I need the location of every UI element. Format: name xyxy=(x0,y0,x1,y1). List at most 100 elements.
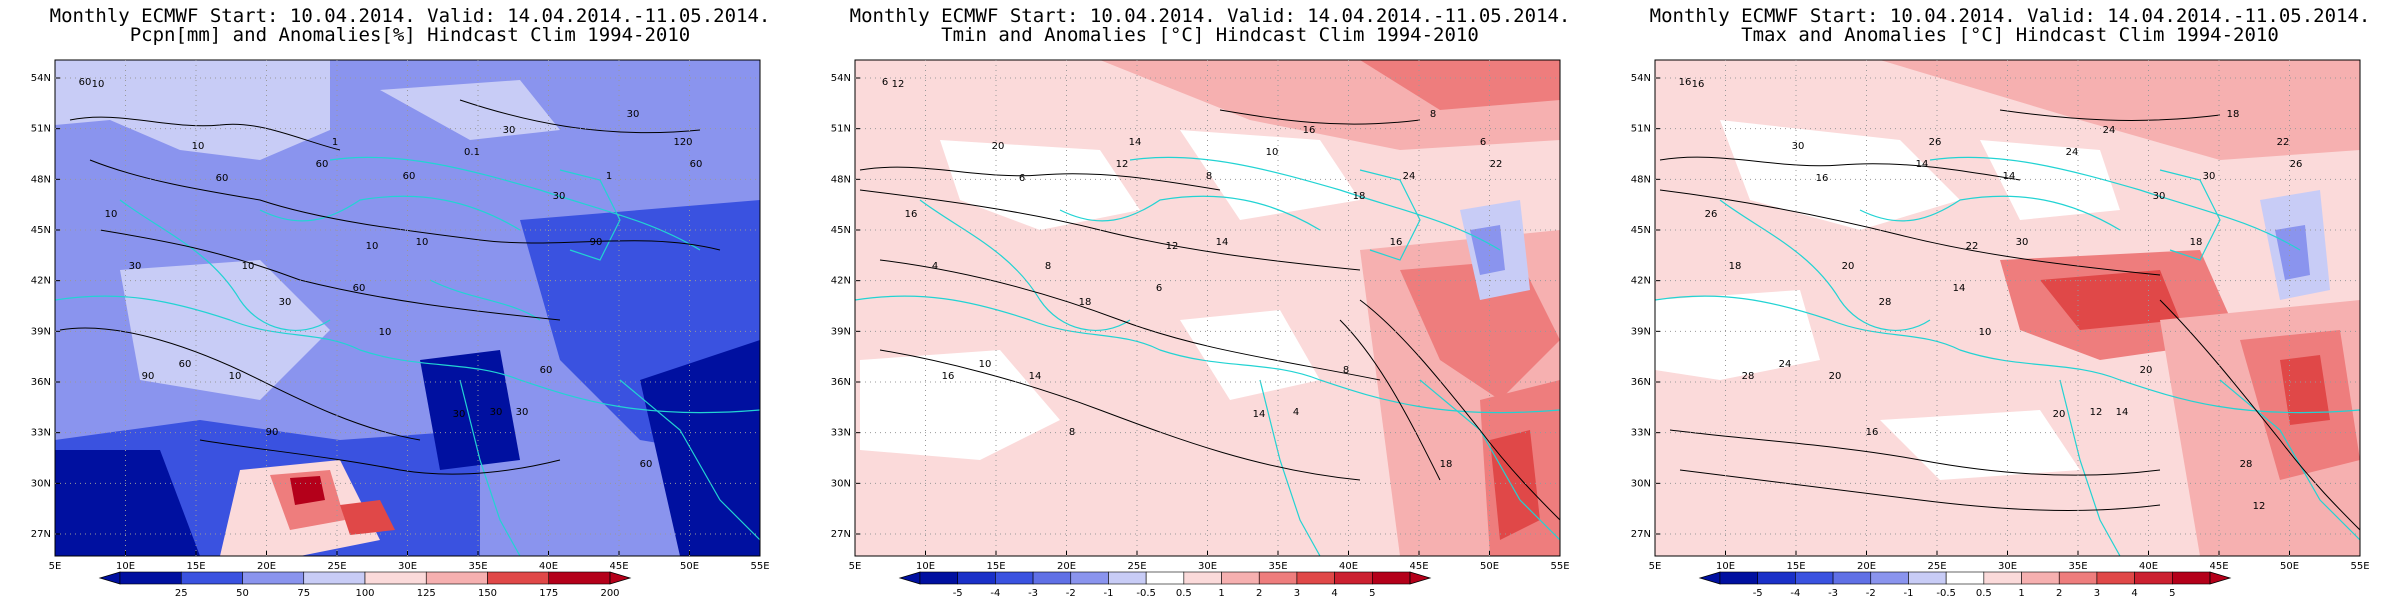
contour-label: 18 xyxy=(1729,261,1742,272)
colorbar-segment xyxy=(995,571,1034,585)
contour-label: 120 xyxy=(673,137,692,148)
contour-label: 10 xyxy=(242,261,255,272)
contour-label: 18 xyxy=(1440,459,1453,470)
colorbar-segment xyxy=(242,571,305,585)
colorbar-segment xyxy=(1757,571,1796,585)
colorbar-label: -0.5 xyxy=(1136,588,1156,599)
contour-label: 18 xyxy=(2190,237,2203,248)
colorbar: -5 -4 -3 -2 -1 -0.5 0.5 1 2 3 4 5 xyxy=(1698,571,2232,599)
lat-label: 27N xyxy=(31,529,51,540)
colorbar-label: 3 xyxy=(1294,588,1300,599)
colorbar-segment xyxy=(1983,571,2022,585)
contour-label: 10 xyxy=(92,79,105,90)
contour-label: 30 xyxy=(1792,141,1805,152)
lat-label: 30N xyxy=(31,478,51,489)
lat-label: 36N xyxy=(831,377,851,388)
contour-label: 16 xyxy=(942,371,955,382)
coastlines xyxy=(1655,156,2360,556)
contour-label: 12 xyxy=(1166,241,1179,252)
colorbar-label: 2 xyxy=(1256,588,1262,599)
colorbar-label: 150 xyxy=(478,588,497,599)
contour-label: 1 xyxy=(332,137,338,148)
colorbar-segment xyxy=(425,571,488,585)
contour-label: 12 xyxy=(892,79,905,90)
lat-label: 36N xyxy=(31,377,51,388)
lat-label: 42N xyxy=(31,276,51,287)
colorbar-label: 3 xyxy=(2094,588,2100,599)
lon-label: 25E xyxy=(1927,561,1946,572)
colorbar-label: 200 xyxy=(600,588,619,599)
colorbar-segment xyxy=(487,571,550,585)
contour-label: 26 xyxy=(1705,209,1718,220)
contour-label: 90 xyxy=(590,237,603,248)
colorbar-segment xyxy=(303,571,366,585)
contour-label: 30 xyxy=(279,297,292,308)
contour-label: 30 xyxy=(516,407,529,418)
contour-label: 6 xyxy=(882,77,888,88)
contour-label: 20 xyxy=(2053,409,2066,420)
lon-label: 40E xyxy=(1339,561,1358,572)
contour-label: 10 xyxy=(379,327,392,338)
colorbar-arrow-left xyxy=(1698,571,1721,585)
contour-label: 28 xyxy=(1879,297,1892,308)
contour-label: 14 xyxy=(1953,283,1966,294)
colorbar-label: -3 xyxy=(1028,588,1038,599)
contour-label: 4 xyxy=(932,261,938,272)
colorbar-arrow-right xyxy=(1409,571,1432,585)
lon-label: 55E xyxy=(750,561,769,572)
title-line-1: Monthly ECMWF Start: 10.04.2014. Valid: … xyxy=(850,5,1571,27)
colorbar-segment xyxy=(1296,571,1335,585)
contour-label: 22 xyxy=(1966,241,1979,252)
contour-label: 20 xyxy=(992,141,1005,152)
contour-label: 10 xyxy=(1979,327,1992,338)
contour-label: 30 xyxy=(453,409,466,420)
lat-label: 33N xyxy=(831,428,851,439)
colorbar: 25 50 75 100 125 150 175 200 xyxy=(98,571,632,599)
contour-label: 20 xyxy=(1842,261,1855,272)
colorbar-segment xyxy=(548,571,611,585)
colorbar-label: -4 xyxy=(1790,588,1800,599)
contour-label: 30 xyxy=(2203,171,2216,182)
colorbar: -5 -4 -3 -2 -1 -0.5 0.5 1 2 3 4 5 xyxy=(898,571,1432,599)
colorbar-segment xyxy=(1945,571,1985,585)
colorbar-segment xyxy=(1832,571,1872,585)
colorbar-segment xyxy=(1870,571,1909,585)
shaded-field xyxy=(855,60,1560,556)
contour-label: 10 xyxy=(979,359,992,370)
contour-label: 16 xyxy=(905,209,918,220)
colorbar-label: 2 xyxy=(2056,588,2062,599)
title-line-1: Monthly ECMWF Start: 10.04.2014. Valid: … xyxy=(1650,5,2371,27)
contour-label: 22 xyxy=(1490,159,1503,170)
lat-label: 39N xyxy=(1631,326,1651,337)
lat-label: 54N xyxy=(1631,73,1651,84)
contour-label: 16 xyxy=(1303,125,1316,136)
colorbar-segment xyxy=(1908,571,1947,585)
title-line-1: Monthly ECMWF Start: 10.04.2014. Valid: … xyxy=(50,5,771,27)
contour-label: 16 xyxy=(1692,79,1705,90)
lat-label: 30N xyxy=(831,478,851,489)
colorbar-segment xyxy=(180,571,243,585)
contour-label: 14 xyxy=(1029,371,1042,382)
contour-label: 60 xyxy=(79,77,92,88)
contour-label: 60 xyxy=(540,365,553,376)
contour-label: 90 xyxy=(266,427,279,438)
contour-label: 30 xyxy=(129,261,142,272)
contour-label: 26 xyxy=(1929,137,1942,148)
contour-label: 18 xyxy=(1353,191,1366,202)
contour-label: 6 xyxy=(1480,137,1486,148)
lon-label: 10E xyxy=(1716,561,1735,572)
contour-label: 14 xyxy=(2116,407,2129,418)
contour-label: 24 xyxy=(1403,171,1416,182)
contour-label: 30 xyxy=(553,191,566,202)
contour-label: 14 xyxy=(2003,171,2016,182)
contour-label: 10 xyxy=(416,237,429,248)
lat-label: 42N xyxy=(831,276,851,287)
colorbar-label: 1 xyxy=(2018,588,2024,599)
lon-label: 20E xyxy=(1057,561,1076,572)
contour-label: 22 xyxy=(2277,137,2290,148)
lon-label: 20E xyxy=(257,561,276,572)
contour-label: 30 xyxy=(503,125,516,136)
contour-label: 24 xyxy=(1779,359,1792,370)
contour-label: 8 xyxy=(1430,109,1436,120)
contour-label: 30 xyxy=(490,407,503,418)
